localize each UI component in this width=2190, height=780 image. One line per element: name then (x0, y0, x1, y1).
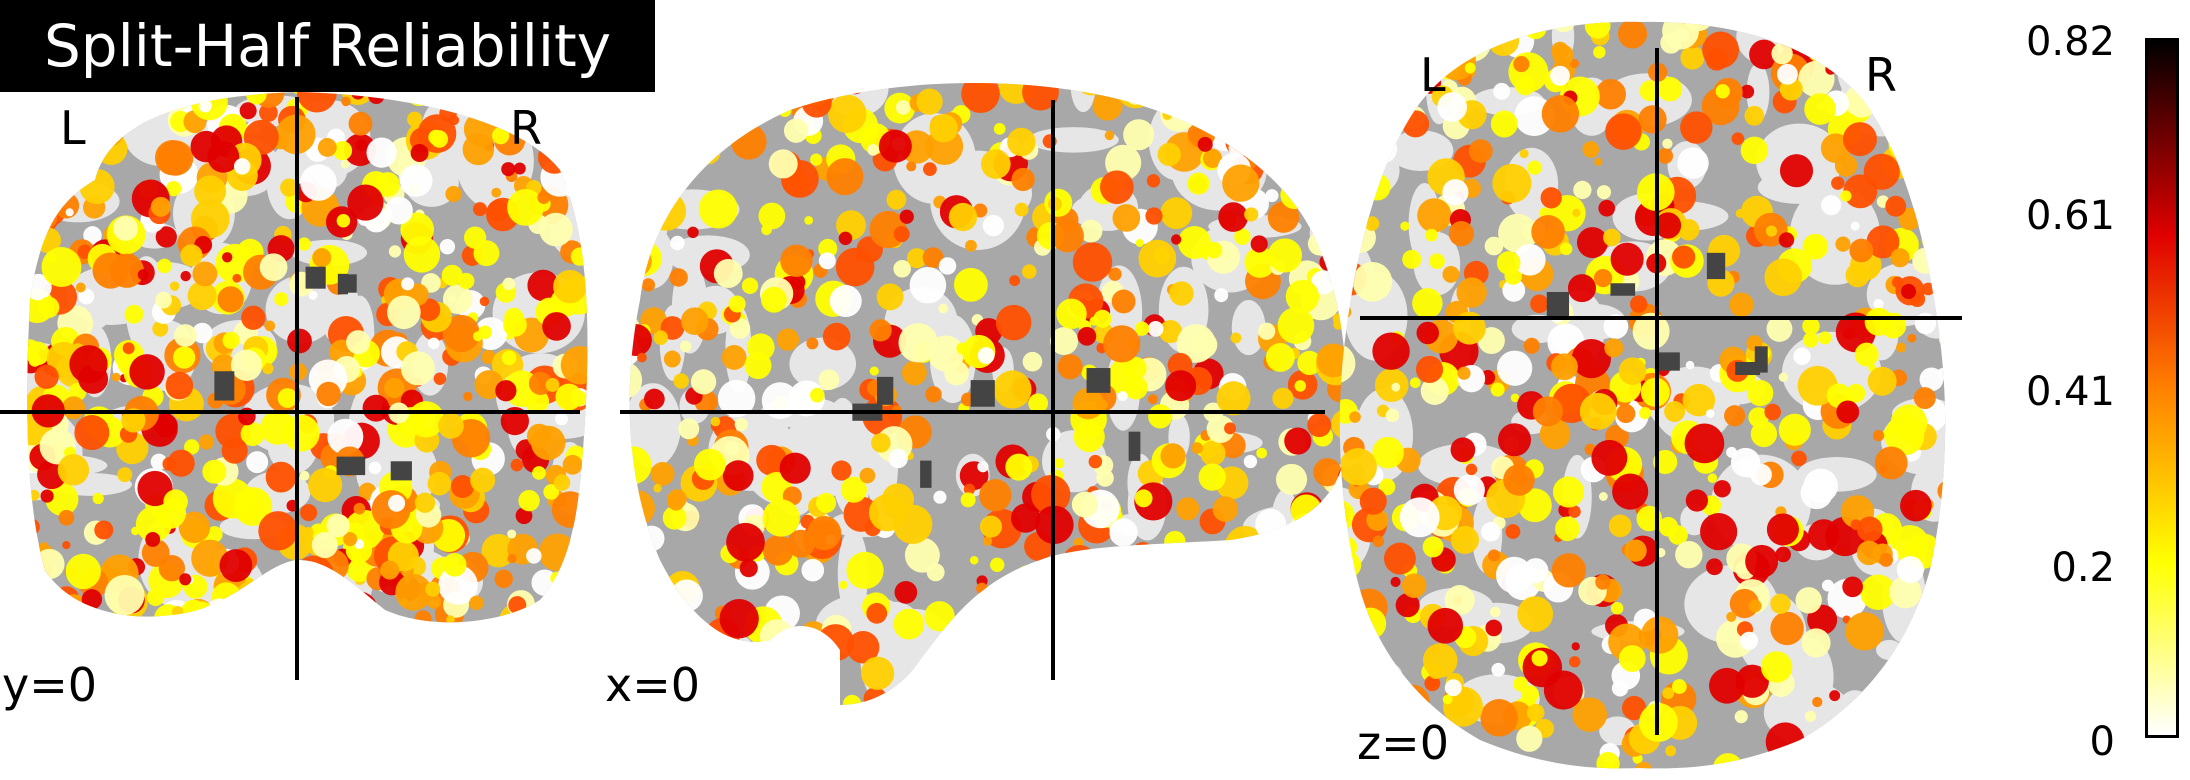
coronal-view (0, 92, 588, 680)
coronal-brain-slice (27, 92, 588, 623)
colorbar (2145, 38, 2179, 738)
colorbar-tick-label: 0.41 (2025, 369, 2115, 415)
axial-view (1339, 21, 1962, 769)
colorbar-tick-label: 0.82 (2025, 19, 2115, 65)
coronal-left-marker: L (60, 101, 86, 155)
coronal-right-marker: R (510, 101, 542, 155)
axial-slice-label: z=0 (1357, 716, 1449, 770)
axial-left-marker: L (1420, 48, 1446, 102)
sagittal-view (620, 83, 1347, 705)
axial-right-marker: R (1865, 48, 1897, 102)
colorbar-tick-label: 0.2 (2051, 545, 2115, 591)
sagittal-slice-label: x=0 (605, 658, 701, 712)
colorbar-tick-label: 0 (2089, 719, 2115, 765)
sagittal-brain-slice (629, 83, 1347, 705)
colorbar-tick-label: 0.61 (2025, 193, 2115, 239)
figure-title-box: Split-Half Reliability (0, 0, 655, 92)
figure-title: Split-Half Reliability (43, 12, 612, 80)
coronal-slice-label: y=0 (2, 658, 98, 712)
axial-brain-slice (1339, 21, 1946, 769)
